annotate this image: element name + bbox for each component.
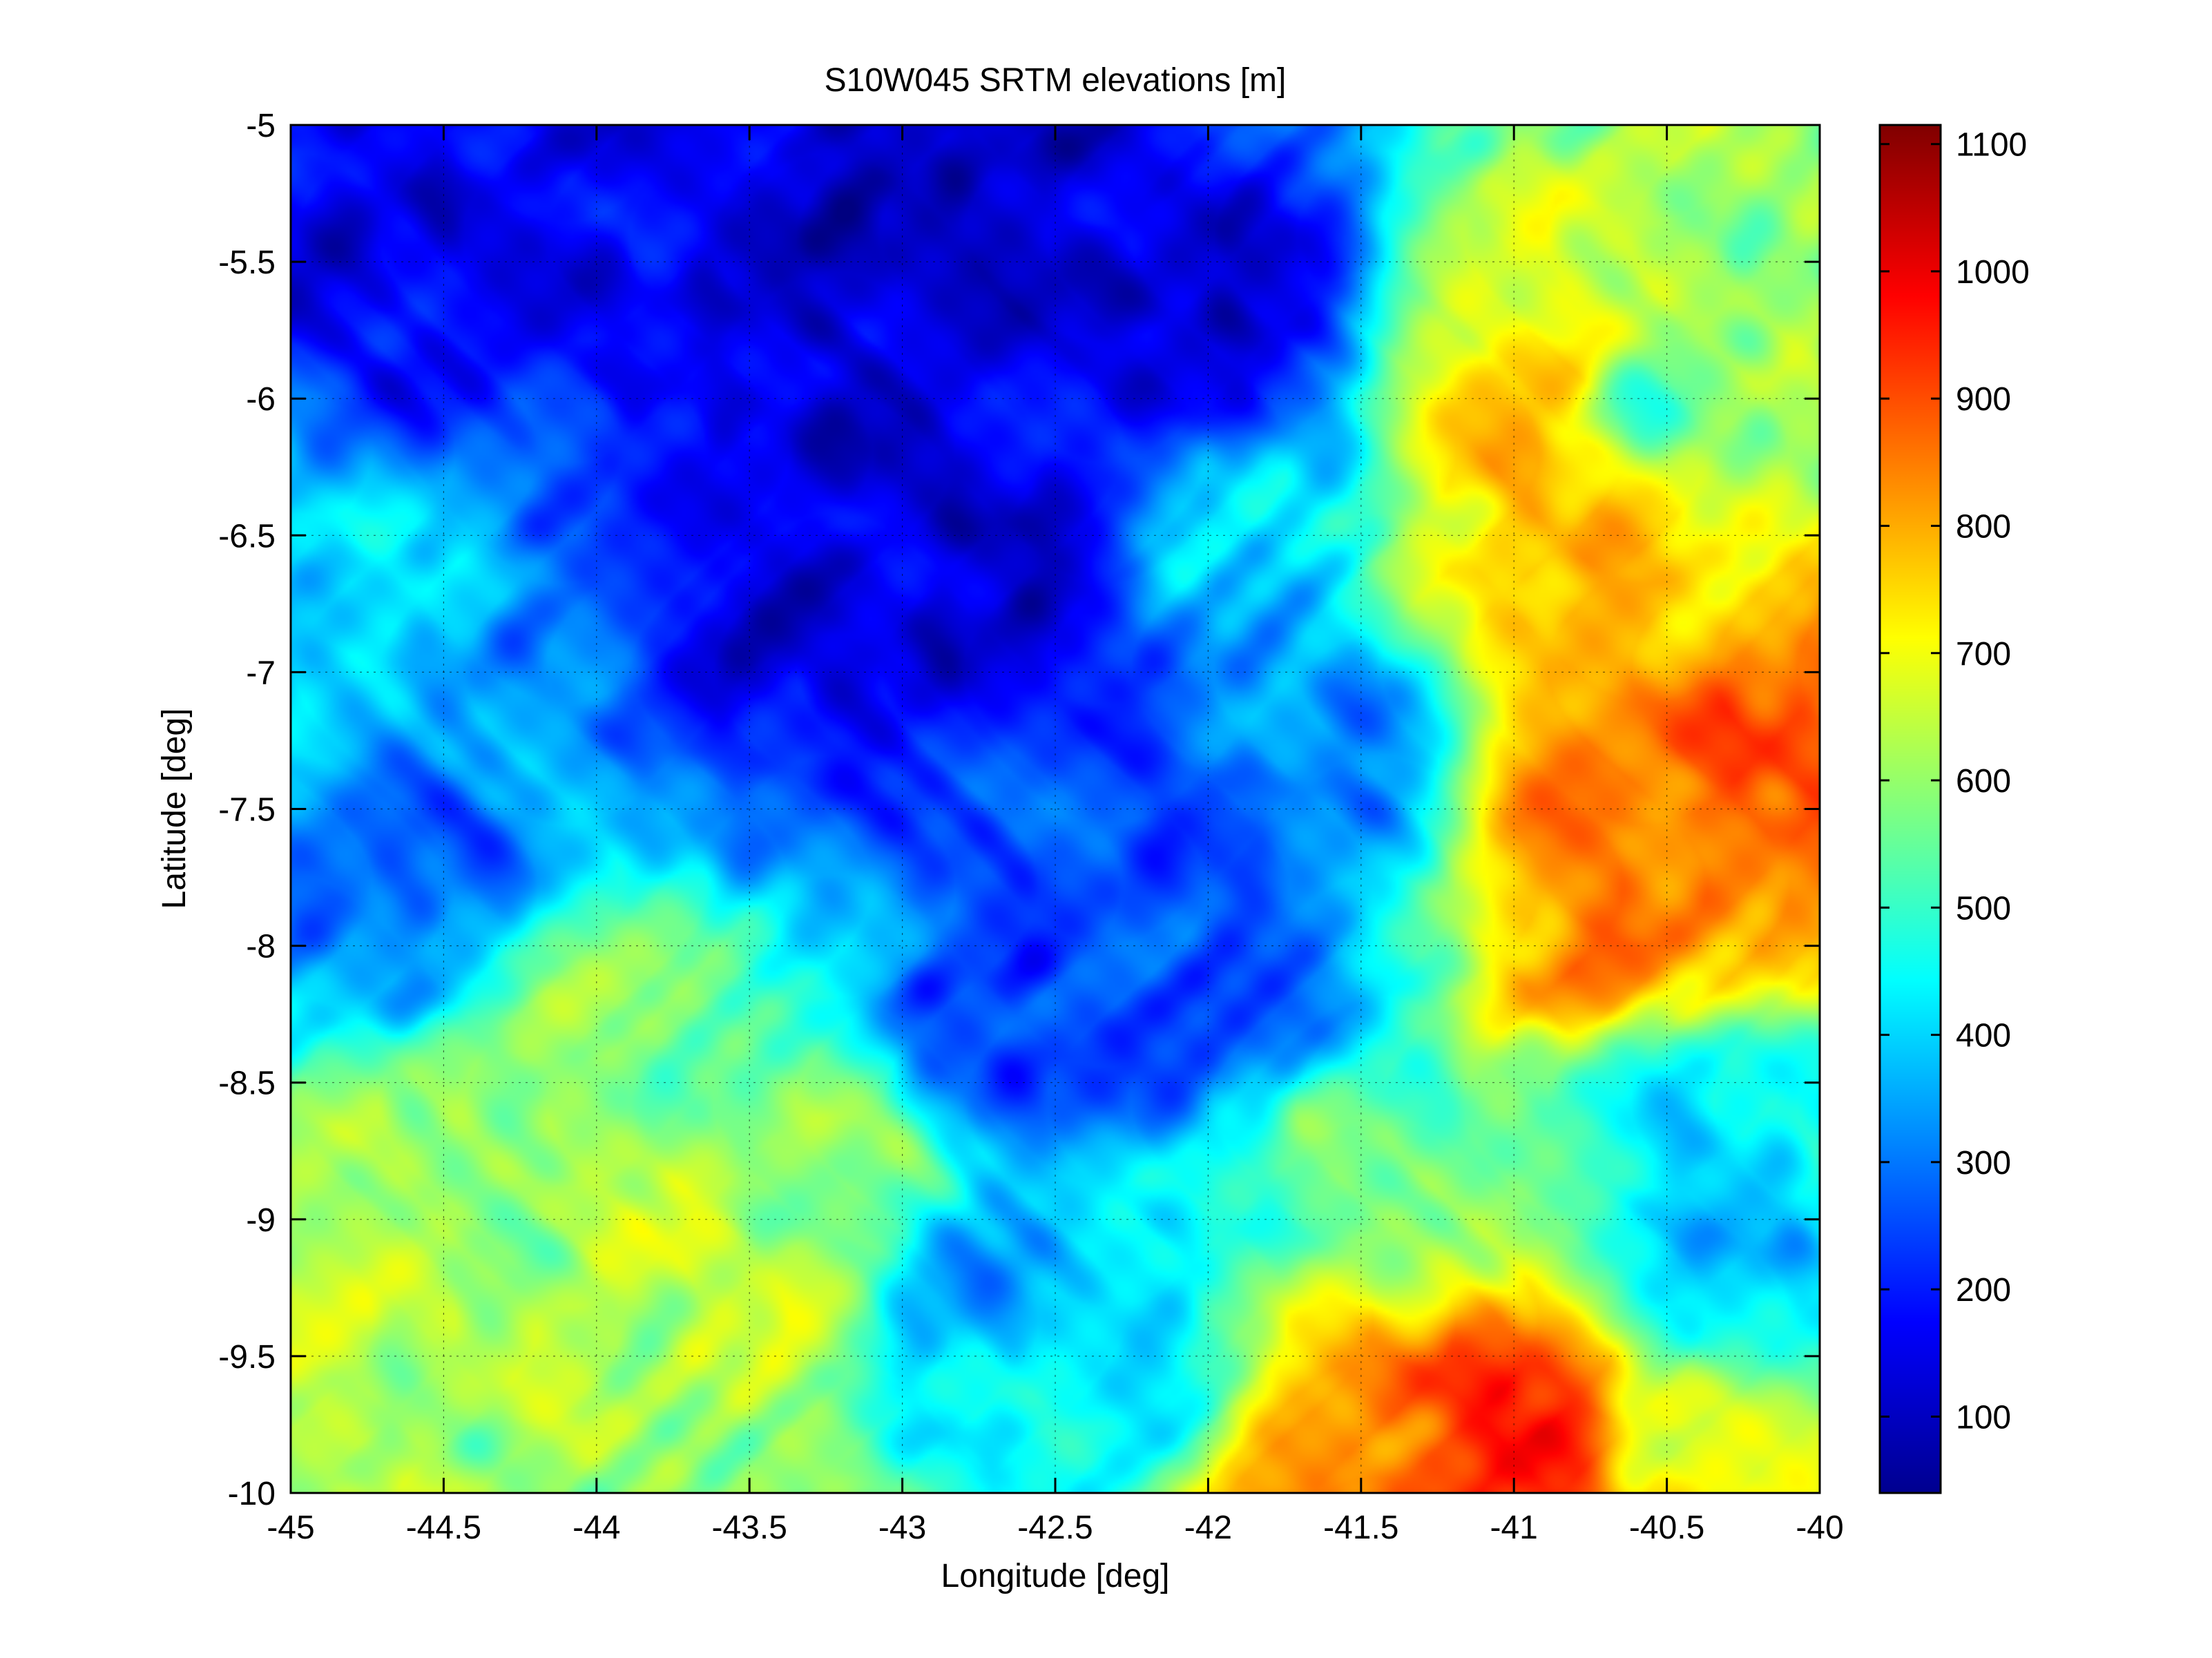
x-tick-label: -44 [573,1510,620,1546]
x-tick-label: -42 [1184,1510,1232,1546]
x-tick-label: -42.5 [1017,1510,1093,1546]
colorbar-ticks: 100 200 300 400 500 600 700 800 900 1000 1100 [1880,127,2030,1436]
colorbar-tick-label: 500 [1956,890,2011,927]
colorbar-tick-label: 200 [1956,1272,2011,1309]
x-tick-label: -41.5 [1323,1510,1398,1546]
colorbar-tick-label: 600 [1956,763,2011,800]
colorbar-tick-label: 1000 [1956,254,2030,291]
y-tick-label: -9.5 [218,1339,276,1376]
colorbar [1878,124,1942,1494]
tick-labels: -45 -44.5 -44 -43.5 -43 -42.5 -42 -41.5 -41 -40.5… [218,108,1843,1546]
y-tick-label: -8.5 [218,1066,276,1102]
y-tick-label: -5 [246,108,276,144]
x-tick-label: -44.5 [406,1510,481,1546]
x-tick-label: -40 [1796,1510,1843,1546]
chart-title: S10W045 SRTM elevations [m] [825,62,1287,99]
x-axis-label: Longitude [deg] [941,1558,1170,1594]
x-tick-label: -40.5 [1629,1510,1704,1546]
y-tick-label: -6 [246,381,276,418]
y-tick-label: -5.5 [218,244,276,281]
x-tick-label: -45 [267,1510,314,1546]
colorbar-tick-label: 900 [1956,381,2011,418]
grid-lines [291,125,1820,1493]
colorbar-tick-label: 400 [1956,1018,2011,1054]
y-tick-label: -10 [228,1476,276,1512]
x-tick-label: -41 [1490,1510,1538,1546]
colorbar-tick-label: 300 [1956,1145,2011,1182]
x-tick-label: -43.5 [711,1510,787,1546]
plot-frame [289,124,1821,1494]
y-axis-label: Latitude [deg] [156,708,193,909]
y-tick-label: -9 [246,1202,276,1239]
y-tick-label: -7 [246,655,276,691]
colorbar-tick-label: 800 [1956,508,2011,545]
y-tick-label: -8 [246,929,276,965]
colorbar-tick-label: 100 [1956,1399,2011,1436]
y-tick-label: -6.5 [218,518,276,555]
x-tick-label: -43 [878,1510,926,1546]
colorbar-tick-label: 1100 [1956,127,2027,164]
colorbar-tick-label: 700 [1956,636,2011,673]
y-tick-label: -7.5 [218,792,276,829]
